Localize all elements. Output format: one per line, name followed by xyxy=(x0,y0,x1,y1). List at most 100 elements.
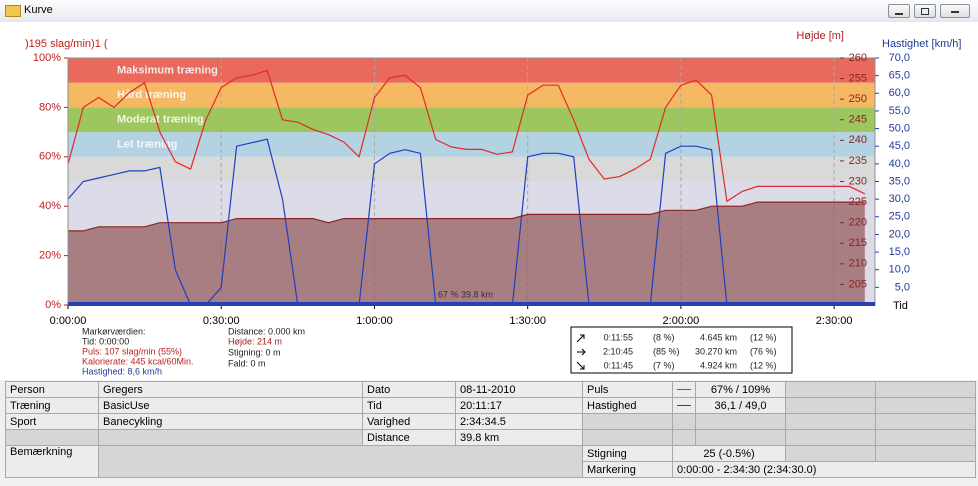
y2-tick-label: 255 xyxy=(849,72,867,84)
segment-distance-pct: (12 %) xyxy=(750,332,777,342)
empty-cell xyxy=(875,381,976,398)
label-cell: Puls xyxy=(582,381,673,398)
empty-cell xyxy=(672,413,696,430)
x-tick-label: 1:30:00 xyxy=(509,315,546,327)
zone-band xyxy=(68,82,875,108)
y3-tick-label: 60,0 xyxy=(889,87,910,99)
y3-tick-label: 65,0 xyxy=(889,70,910,82)
y2-tick-label: 215 xyxy=(849,237,867,249)
minimize-button[interactable] xyxy=(888,4,910,18)
zone-label: Moderat træning xyxy=(117,114,204,126)
label-cell: Tid xyxy=(362,397,456,414)
y3-tick-label: 70,0 xyxy=(889,52,910,64)
y2-tick-label: 230 xyxy=(849,175,867,187)
segment-distance-pct: (12 %) xyxy=(750,360,777,370)
segment-distance: 4.924 km xyxy=(700,360,737,370)
cursor-pulse: Puls: 107 slag/min (55%) xyxy=(82,346,182,356)
plot-area: Let træning Moderat træning Hård træning Ma… xyxy=(33,52,910,327)
x-tick-label: 0:00:00 xyxy=(50,315,87,327)
cursor-altitude: Højde: 214 m xyxy=(228,336,282,346)
label-cell: Person xyxy=(5,381,99,398)
cursor-distance: Distance: 0.000 km xyxy=(228,326,305,336)
empty-cell xyxy=(875,445,976,462)
distance-bar xyxy=(68,302,875,306)
empty-cell xyxy=(582,413,673,430)
value-cell: 20:11:17 xyxy=(455,397,583,414)
speed-swatch xyxy=(677,405,691,407)
y3-tick-label: 50,0 xyxy=(889,122,910,134)
label-cell: Træning xyxy=(5,397,99,414)
y2-tick-label: 210 xyxy=(849,258,867,270)
y3-tick-label: 55,0 xyxy=(889,105,910,117)
y2-tick-label: 250 xyxy=(849,93,867,105)
value-cell: Gregers xyxy=(98,381,363,398)
zone-label: Maksimum træning xyxy=(117,64,218,76)
empty-cell xyxy=(98,429,363,446)
series-line xyxy=(67,69,866,203)
y3-tick-label: 15,0 xyxy=(889,246,910,258)
zone-band xyxy=(68,156,875,182)
y-tick-label: 80% xyxy=(39,101,61,113)
label-cell: Markering xyxy=(582,461,673,478)
y3-axis-label: Hastighet [km/h] xyxy=(882,38,961,50)
cursor-heading: Markørværdien: xyxy=(82,326,146,336)
close-button[interactable] xyxy=(940,4,970,18)
cursor-descent: Fald: 0 m xyxy=(228,358,266,368)
segment-time: 2:10:45 xyxy=(603,346,633,356)
x-axis-label: Tid xyxy=(893,300,908,312)
summary-rows: 0:11:55 (8 %) 4.645 km (12 %) 2:10:45 (85 %) 3… xyxy=(603,332,777,370)
empty-cell xyxy=(785,445,876,462)
zone-label: Let træning xyxy=(117,138,178,150)
segment-time: 0:11:45 xyxy=(604,360,633,370)
empty-cell xyxy=(785,429,876,446)
segment-time-pct: (8 %) xyxy=(653,332,675,342)
y2-axis-label: Højde [m] xyxy=(796,30,844,42)
series-line xyxy=(68,201,865,232)
empty-cell xyxy=(695,429,786,446)
empty-cell xyxy=(672,429,696,446)
window-icon xyxy=(5,5,21,17)
remark-cell[interactable] xyxy=(98,445,583,478)
down-arrow xyxy=(576,361,585,370)
segment-time-pct: (7 %) xyxy=(653,360,675,370)
summary-box xyxy=(570,326,793,374)
empty-cell xyxy=(695,413,786,430)
value-cell: 36,1 / 49,0 xyxy=(695,397,786,414)
value-cell: 0:00:00 - 2:34:30 (2:34:30.0) xyxy=(672,461,976,478)
maximize-button[interactable] xyxy=(914,4,936,18)
swatch-cell xyxy=(672,397,696,414)
segment-distance: 30.270 km xyxy=(695,346,737,356)
y2-tick-label: 260 xyxy=(849,52,867,64)
segment-summary: 0:11:55 (8 %) 4.645 km (12 %) 2:10:45 (85 %) 3… xyxy=(570,326,793,374)
y3-tick-label: 40,0 xyxy=(889,158,910,170)
cursor-calories: Kalorierate: 445 kcal/60Min. xyxy=(82,356,194,366)
x-tick-label: 0:30:00 xyxy=(203,315,240,327)
empty-cell xyxy=(785,413,876,430)
segment-time: 0:11:55 xyxy=(604,332,633,342)
zone-label: Hård træning xyxy=(117,89,186,101)
label-cell: Sport xyxy=(5,413,99,430)
label-cell: Varighed xyxy=(362,413,456,430)
empty-cell xyxy=(785,381,876,398)
y2-tick-label: 235 xyxy=(849,155,867,167)
y3-tick-label: 5,0 xyxy=(895,281,910,293)
info-table: Person Gregers Dato 08-11-2010 Puls 67% … xyxy=(5,381,976,478)
segment-distance: 4.645 km xyxy=(700,332,737,342)
y-tick-label: 60% xyxy=(39,151,61,163)
cursor-time: Tid: 0:00:00 xyxy=(82,336,129,346)
y-tick-label: 20% xyxy=(39,250,61,262)
label-cell: Dato xyxy=(362,381,456,398)
x-tick-label: 2:00:00 xyxy=(663,315,700,327)
cursor-speed: Hastighed: 8,6 km/h xyxy=(82,366,162,376)
x-tick-label: 2:30:00 xyxy=(816,315,853,327)
up-arrow xyxy=(576,334,585,343)
y3-tick-label: 25,0 xyxy=(889,211,910,223)
empty-cell xyxy=(875,429,976,446)
value-cell: 67% / 109% xyxy=(695,381,786,398)
label-cell: Hastighed xyxy=(582,397,673,414)
y3-tick-label: 45,0 xyxy=(889,140,910,152)
empty-cell xyxy=(875,397,976,414)
label-cell: Stigning xyxy=(582,445,673,462)
value-cell: 2:34:34.5 xyxy=(455,413,583,430)
